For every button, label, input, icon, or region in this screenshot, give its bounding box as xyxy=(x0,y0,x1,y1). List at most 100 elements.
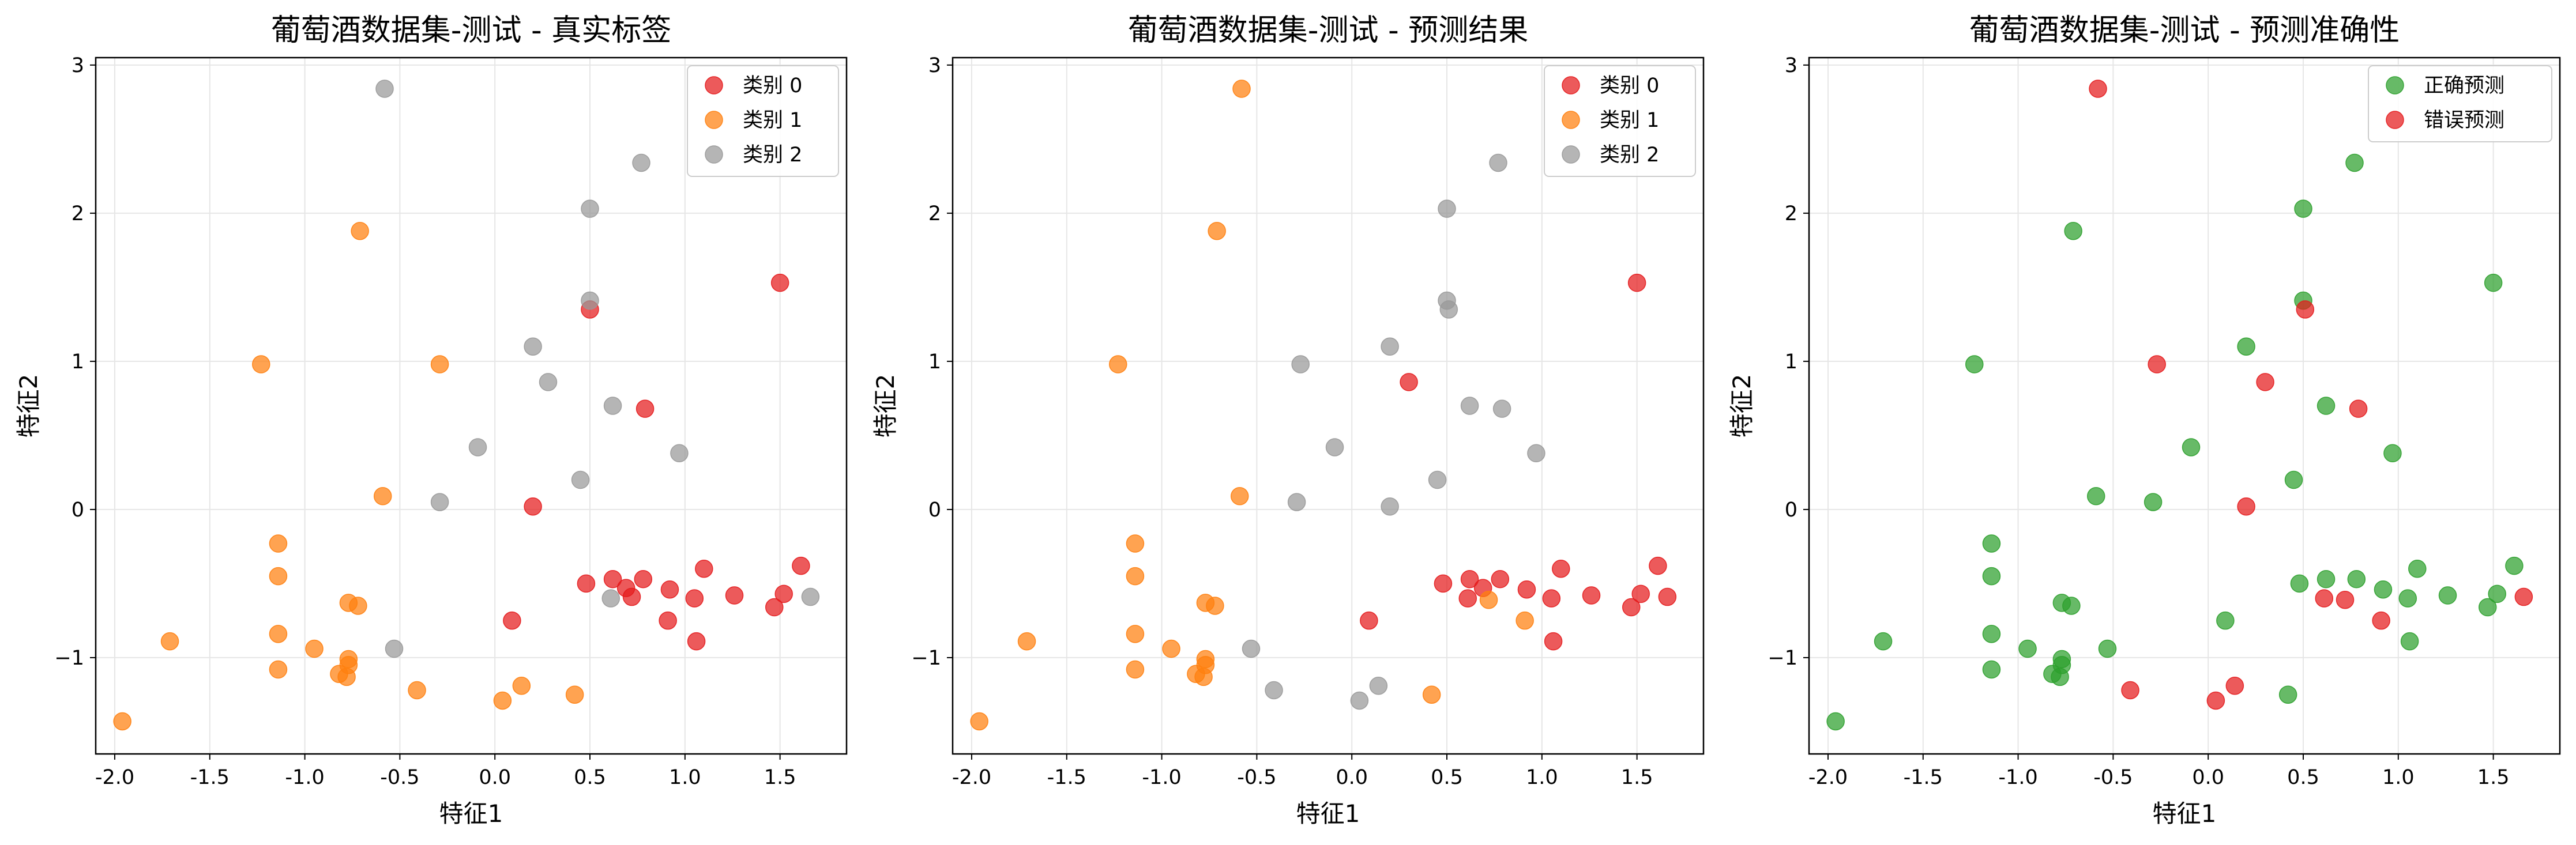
legend-label: 类别 0 xyxy=(743,74,802,97)
data-point xyxy=(695,559,713,578)
y-axis-label: 特征2 xyxy=(14,374,43,438)
x-tick-label: -1.0 xyxy=(1142,766,1181,789)
data-point xyxy=(774,584,793,603)
y-tick-label: 1 xyxy=(928,350,941,374)
data-point xyxy=(660,580,679,599)
data-point xyxy=(113,712,131,731)
x-tick-label: -1.5 xyxy=(1047,766,1086,789)
data-point xyxy=(1965,355,1984,374)
y-tick-label: 3 xyxy=(72,54,84,77)
x-tick-label: -1.5 xyxy=(1904,766,1943,789)
x-tick-label: -0.5 xyxy=(380,766,419,789)
data-point xyxy=(577,574,596,593)
data-point xyxy=(1491,569,1510,589)
legend-marker xyxy=(705,76,723,95)
data-point xyxy=(2296,300,2315,319)
data-point xyxy=(765,598,784,617)
x-tick-label: 1.5 xyxy=(1621,766,1653,789)
data-point xyxy=(468,438,487,457)
data-point xyxy=(687,632,706,651)
x-tick-label: -2.0 xyxy=(1808,766,1848,789)
data-point xyxy=(269,534,288,553)
legend-box xyxy=(1544,65,1696,177)
data-point xyxy=(2143,493,2163,511)
data-point xyxy=(2438,586,2457,605)
y-tick-label: 3 xyxy=(1785,54,1797,77)
data-point xyxy=(1492,399,1511,418)
data-point xyxy=(1460,397,1479,415)
legend-label: 类别 2 xyxy=(743,144,802,167)
data-point xyxy=(2216,611,2235,630)
y-tick-label: −1 xyxy=(54,647,84,670)
x-tick-label: -1.0 xyxy=(1998,766,2037,789)
data-point xyxy=(1489,153,1507,172)
data-point xyxy=(1381,497,1399,516)
y-tick-label: 2 xyxy=(72,202,84,225)
data-point xyxy=(1458,589,1477,608)
data-point xyxy=(670,444,689,462)
data-point xyxy=(801,587,820,606)
data-point xyxy=(305,639,324,658)
x-tick-label: 0.5 xyxy=(1431,766,1463,789)
data-point xyxy=(1350,691,1369,710)
legend-label: 类别 0 xyxy=(1600,74,1659,97)
data-point xyxy=(1428,470,1447,489)
data-point xyxy=(2237,497,2255,516)
series-1 xyxy=(503,273,810,651)
data-point xyxy=(337,667,356,686)
data-point xyxy=(1627,273,1646,292)
data-point xyxy=(1874,632,1893,651)
data-point xyxy=(2051,667,2069,686)
data-point xyxy=(385,639,404,658)
x-tick-label: -0.5 xyxy=(2093,766,2133,789)
data-point xyxy=(2505,556,2524,575)
axes-frame xyxy=(1808,56,2561,755)
data-point xyxy=(603,569,622,589)
chart-title: 葡萄酒数据集-测试 - 真实标签 xyxy=(271,13,672,48)
data-point xyxy=(1360,611,1378,630)
data-point xyxy=(1232,80,1251,98)
x-tick-label: 1.5 xyxy=(764,766,796,789)
data-point xyxy=(373,487,392,506)
data-point xyxy=(581,291,599,310)
legend-label: 类别 1 xyxy=(743,109,802,132)
y-tick-label: 3 xyxy=(928,54,941,77)
data-point xyxy=(375,80,394,98)
data-point xyxy=(635,399,655,418)
data-point xyxy=(1242,639,1261,658)
data-point xyxy=(2372,611,2390,630)
data-point xyxy=(2062,597,2081,615)
legend-marker xyxy=(1562,145,1580,164)
data-point xyxy=(1265,681,1283,700)
data-point xyxy=(2400,632,2419,651)
data-point xyxy=(725,586,744,605)
chart-panel-1: -2.0 -1.5 -1.0 -0.5 0.0 0.5 1.0 1.5 −1 0 1 2 3 葡萄酒数据集… xyxy=(14,13,848,828)
y-tick-label: −1 xyxy=(1768,647,1797,670)
series-3 xyxy=(375,80,820,658)
chart-panel-3: -2.0 -1.5 -1.0 -0.5 0.0 0.5 1.0 1.5 −1 0 1 2 3 葡萄酒数据集… xyxy=(1728,13,2561,828)
legend-marker xyxy=(705,111,723,129)
series-3 xyxy=(1242,153,1545,710)
data-point xyxy=(430,355,449,374)
data-point xyxy=(2349,399,2368,418)
legend-marker xyxy=(705,145,723,164)
data-point xyxy=(1369,677,1388,695)
data-point xyxy=(2290,574,2309,593)
x-tick-label: 1.0 xyxy=(2382,766,2415,789)
data-point xyxy=(1542,589,1561,608)
data-point xyxy=(1658,587,1677,606)
y-tick-label: 1 xyxy=(72,350,84,374)
data-point xyxy=(970,712,988,731)
data-point xyxy=(2284,470,2303,489)
data-point xyxy=(1208,221,1226,240)
data-point xyxy=(2383,444,2402,462)
data-point xyxy=(2225,677,2244,695)
data-point xyxy=(2064,221,2082,240)
legend: 类别 0 类别 1 类别 2 xyxy=(1544,65,1696,177)
data-point xyxy=(2484,273,2503,292)
data-point xyxy=(2089,80,2107,98)
x-tick-label: -2.0 xyxy=(95,766,134,789)
data-point xyxy=(1126,534,1145,553)
